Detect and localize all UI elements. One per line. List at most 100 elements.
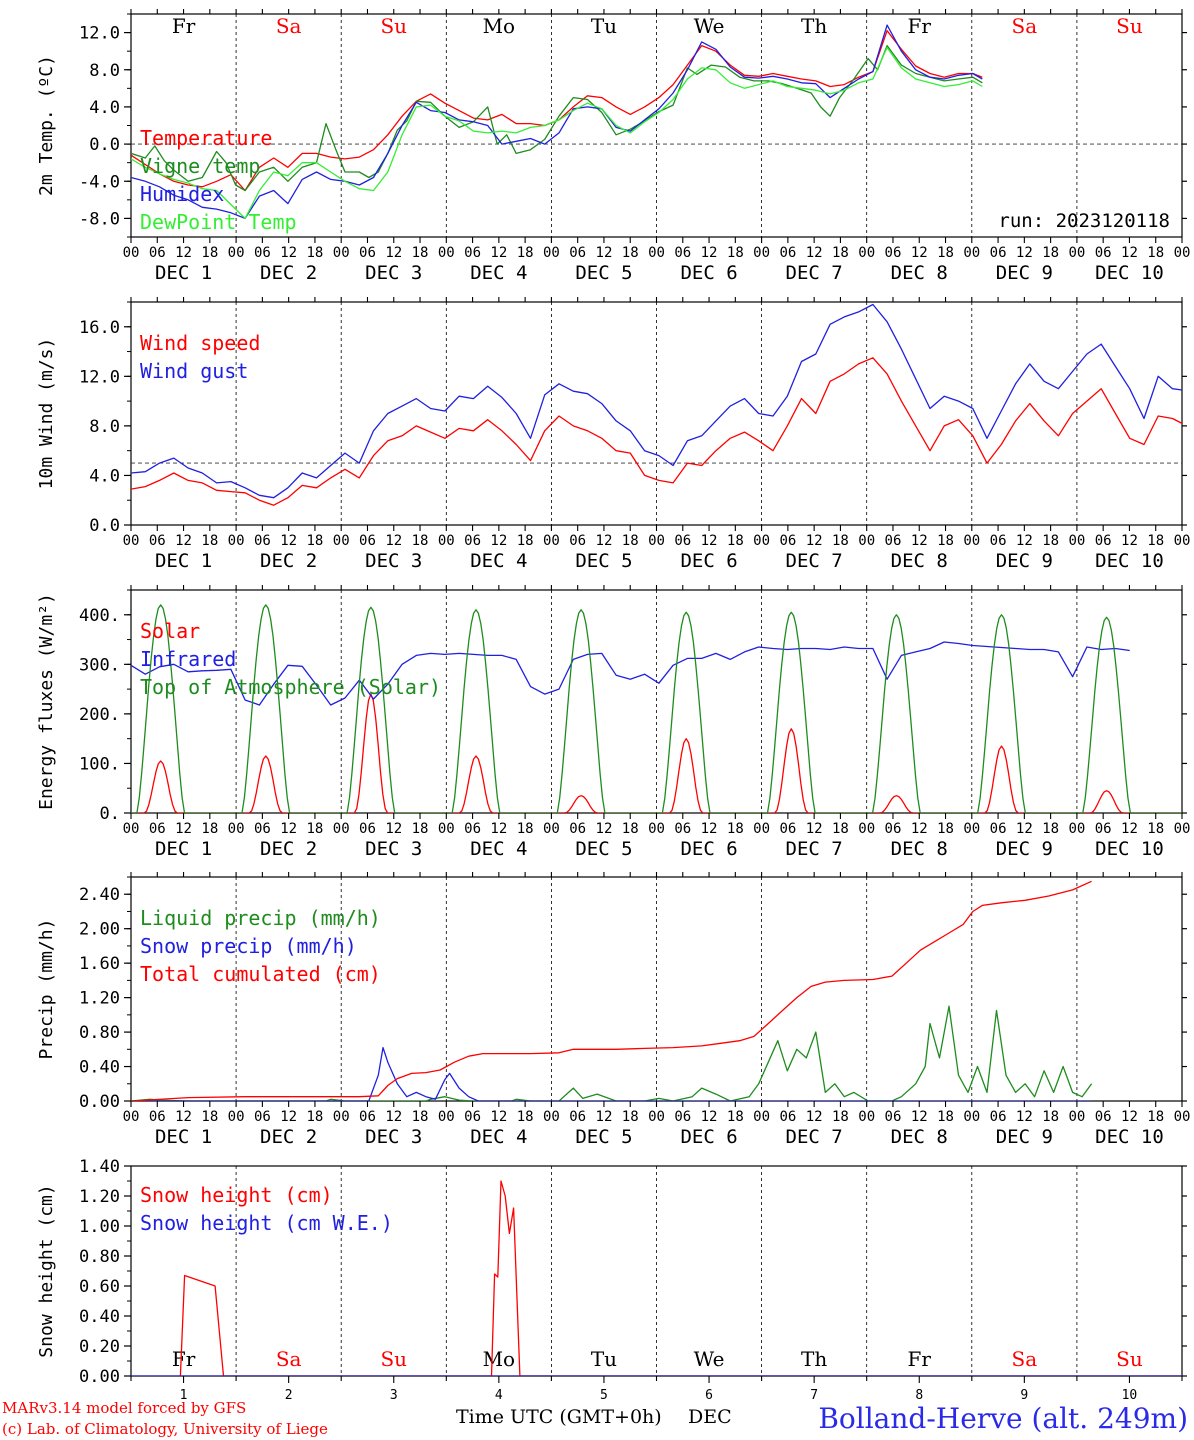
hour-tick-label: 18 [622,245,639,261]
hour-tick-label: 12 [1016,533,1033,549]
series-line-wind-gust [131,303,1182,499]
date-label: DEC 3 [365,550,422,572]
hour-tick-label: 00 [123,1109,140,1125]
hour-tick-label: 00 [123,821,140,837]
y-tick-label: 0.00 [79,1092,120,1112]
date-label: DEC 8 [891,1126,948,1148]
hour-tick-label: 06 [1095,1109,1112,1125]
series-group [131,1180,1182,1376]
station-title: Bolland-Herve (alt. 249m) [818,1402,1188,1435]
hour-tick-label: 18 [201,533,218,549]
hour-tick-label: 00 [648,533,665,549]
y-tick-label: 0.20 [79,1337,120,1357]
hour-tick-label: 00 [963,821,980,837]
date-label: DEC 4 [470,838,527,860]
day-number-label: 3 [390,1388,398,1403]
hour-tick-label: 00 [543,245,560,261]
hour-tick-label: 06 [885,1109,902,1125]
date-label: DEC 2 [260,550,317,572]
hour-tick-label: 12 [911,245,928,261]
day-number-label: 9 [1020,1388,1028,1403]
hour-tick-label: 00 [438,821,455,837]
day-number-label: 2 [285,1388,293,1403]
weekday-label: Sa [1012,14,1038,38]
weekday-label: Su [1116,1347,1143,1371]
hour-tick-label: 00 [963,245,980,261]
date-label: DEC 4 [470,1126,527,1148]
hour-tick-label: 00 [1174,821,1191,837]
y-axis-label: 2m Temp. (ºC) [36,55,57,196]
series-line-infrared [131,641,1130,706]
legend-entry: Solar [140,619,200,643]
hour-tick-label: 12 [596,245,613,261]
hour-tick-label: 12 [1016,1109,1033,1125]
hour-tick-label: 00 [438,1109,455,1125]
y-tick-label: 1.20 [79,1187,120,1207]
hour-tick-label: 06 [885,533,902,549]
y-tick-label: 100. [79,754,120,774]
legend-entry: Total cumulated (cm) [140,962,381,986]
series-group [131,880,1093,1101]
hour-tick-label: 12 [911,821,928,837]
hour-tick-label: 12 [911,1109,928,1125]
hour-tick-label: 06 [254,1109,271,1125]
hour-tick-label: 18 [1147,245,1164,261]
hour-tick-label: 12 [175,245,192,261]
series-group [131,24,983,220]
hour-tick-label: 12 [385,821,402,837]
hour-tick-label: 12 [280,533,297,549]
hour-tick-label: 00 [753,1109,770,1125]
hour-tick-label: 18 [727,1109,744,1125]
hour-tick-label: 06 [569,1109,586,1125]
hour-tick-label: 12 [280,1109,297,1125]
legend-entry: Humidex [140,182,224,206]
date-label: DEC 1 [155,1126,212,1148]
hour-tick-label: 18 [412,245,429,261]
hour-tick-label: 06 [674,245,691,261]
date-label: DEC 1 [155,838,212,860]
hour-tick-label: 00 [333,245,350,261]
hour-tick-label: 00 [333,821,350,837]
day-number-label: 6 [705,1388,713,1403]
legend-entry: DewPoint Temp [140,210,297,234]
hour-tick-label: 18 [412,533,429,549]
legend-entry: Snow precip (mm/h) [140,934,357,958]
hour-tick-label: 12 [701,533,718,549]
hour-tick-label: 00 [228,245,245,261]
hour-tick-label: 06 [885,245,902,261]
series-line-top-of-atmosphere-solar- [131,604,1182,813]
time-axis-label: Time UTC (GMT+0h) [456,1406,662,1428]
hour-tick-label: 06 [674,821,691,837]
weekday-label: We [694,14,725,38]
day-number-label: 5 [600,1388,608,1403]
date-label: DEC 7 [786,1126,843,1148]
legend-entry: Snow height (cm) [140,1183,333,1207]
y-tick-label: 2.40 [79,885,120,905]
hour-tick-label: 00 [543,821,560,837]
hour-tick-label: 06 [254,533,271,549]
hour-tick-label: 12 [596,821,613,837]
date-label: DEC 6 [680,550,737,572]
hour-tick-label: 12 [701,821,718,837]
hour-tick-label: 00 [228,1109,245,1125]
hour-tick-label: 00 [648,821,665,837]
hour-tick-label: 18 [306,821,323,837]
hour-tick-label: 00 [963,1109,980,1125]
hour-tick-label: 18 [201,1109,218,1125]
y-tick-label: 8.0 [89,61,120,81]
panel-temp: -8.0 -4.0 0.0 4.0 8.0 12.0 2m Temp. (ºC) 00 06 12… [36,9,1190,284]
hour-tick-label: 00 [333,533,350,549]
weekday-label: Sa [276,14,302,38]
hour-tick-label: 18 [412,821,429,837]
date-label: DEC 7 [786,550,843,572]
hour-tick-label: 18 [1042,245,1059,261]
date-label: DEC 8 [891,838,948,860]
hour-tick-label: 00 [1068,245,1085,261]
hour-tick-label: 06 [990,821,1007,837]
hour-tick-label: 06 [1095,245,1112,261]
date-label: DEC 3 [365,1126,422,1148]
hour-tick-label: 12 [911,533,928,549]
hour-tick-label: 18 [622,533,639,549]
panel-energy: 0. 100. 200. 300. 400. Energy fluxes (W/m²) 00… [36,585,1190,860]
series-line-liquid-precip-mm-h- [131,1005,1093,1101]
